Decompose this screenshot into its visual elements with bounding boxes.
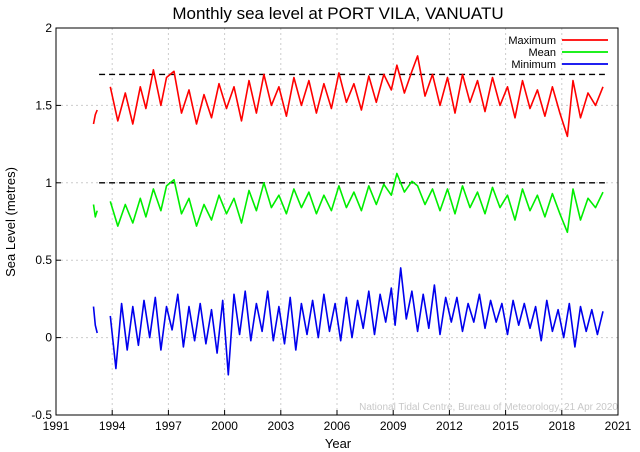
series-line-mean bbox=[109, 172, 604, 234]
series-line-maximum bbox=[92, 109, 98, 125]
series-line-minimum bbox=[92, 306, 98, 334]
y-tick-label: 1.5 bbox=[35, 98, 52, 112]
x-axis-title: Year bbox=[325, 436, 352, 451]
y-axis-title: Sea Level (metres) bbox=[3, 167, 18, 277]
y-tick-label: 0 bbox=[45, 331, 52, 345]
x-tick-label: 2015 bbox=[492, 419, 519, 433]
legend-label-maximum: Maximum bbox=[508, 35, 556, 47]
y-tick-label: 2 bbox=[45, 21, 52, 35]
x-tick-label: 2000 bbox=[211, 419, 238, 433]
series-layer bbox=[92, 55, 604, 376]
y-tick-label: 1 bbox=[45, 176, 52, 190]
x-tick-label: 2003 bbox=[267, 419, 294, 433]
legend-label-minimum: Minimum bbox=[511, 59, 556, 71]
x-tick-label: 1994 bbox=[99, 419, 126, 433]
series-line-mean bbox=[92, 204, 98, 218]
series-minimum bbox=[92, 267, 604, 376]
series-mean bbox=[92, 172, 604, 234]
x-tick-label: 2018 bbox=[548, 419, 575, 433]
x-tick-label: 2021 bbox=[605, 419, 632, 433]
chart-title: Monthly sea level at PORT VILA, VANUATU bbox=[172, 4, 503, 23]
x-tick-label: 2012 bbox=[436, 419, 463, 433]
x-tick-label: 1991 bbox=[43, 419, 70, 433]
legend-label-mean: Mean bbox=[528, 47, 556, 59]
y-tick-label: 0.5 bbox=[35, 253, 52, 267]
series-line-maximum bbox=[109, 55, 604, 138]
tick-layer: 1991 1994 1997 2000 2003 2006 2009 2012 2015 2018… bbox=[31, 21, 631, 433]
grid-layer bbox=[56, 28, 618, 415]
credit-text: National Tidal Centre, Bureau of Meteoro… bbox=[359, 402, 618, 413]
y-tick-label: -0.5 bbox=[31, 408, 52, 422]
x-tick-label: 2009 bbox=[380, 419, 407, 433]
series-line-minimum bbox=[109, 267, 604, 376]
reference-lines bbox=[99, 73, 605, 184]
x-tick-label: 1997 bbox=[155, 419, 182, 433]
series-maximum bbox=[92, 55, 604, 138]
x-tick-label: 2006 bbox=[324, 419, 351, 433]
